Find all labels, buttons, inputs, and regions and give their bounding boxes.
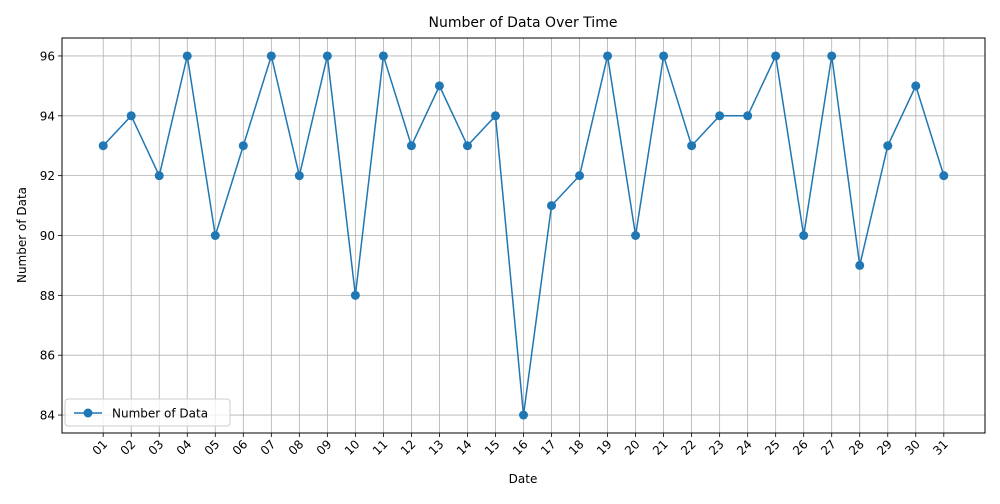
data-point <box>659 51 669 61</box>
legend-label: Number of Data <box>112 407 208 421</box>
y-tick-label: 96 <box>40 49 55 63</box>
data-point <box>434 81 444 91</box>
legend-box <box>64 398 231 427</box>
data-point <box>827 51 837 61</box>
y-tick-label: 88 <box>40 289 55 303</box>
legend-marker <box>83 408 93 418</box>
data-point <box>322 51 332 61</box>
data-point <box>210 231 220 240</box>
y-tick-label: 90 <box>40 229 55 243</box>
data-point <box>547 201 557 211</box>
data-point <box>406 141 416 151</box>
data-point <box>743 111 753 121</box>
data-point <box>799 231 809 240</box>
data-point <box>883 141 893 151</box>
data-point <box>378 51 388 61</box>
data-point <box>575 171 585 181</box>
y-tick-label: 84 <box>40 409 55 423</box>
data-point <box>182 51 192 61</box>
data-point <box>154 171 164 181</box>
data-point <box>939 171 949 181</box>
legend: Number of Data <box>64 398 231 427</box>
y-tick-label: 92 <box>40 169 55 183</box>
series <box>98 51 949 420</box>
chart-title: Number of Data Over Time <box>429 15 618 31</box>
data-point <box>771 51 781 61</box>
data-point <box>98 141 108 151</box>
data-point <box>855 260 865 270</box>
data-point <box>911 81 921 91</box>
y-tick-label: 86 <box>40 349 55 363</box>
y-axis-label: Number of Data <box>15 187 29 283</box>
data-point <box>715 111 725 121</box>
data-point <box>294 171 304 181</box>
y-tick-label: 94 <box>40 109 55 123</box>
data-point <box>603 51 613 61</box>
data-point <box>519 410 528 420</box>
data-point <box>266 51 276 61</box>
data-point <box>350 290 360 300</box>
data-point <box>126 111 136 121</box>
data-point <box>462 141 472 151</box>
data-point <box>490 111 500 121</box>
data-point <box>238 141 248 151</box>
x-axis-label: Date <box>509 472 538 486</box>
data-point <box>631 231 641 240</box>
data-point <box>687 141 697 151</box>
